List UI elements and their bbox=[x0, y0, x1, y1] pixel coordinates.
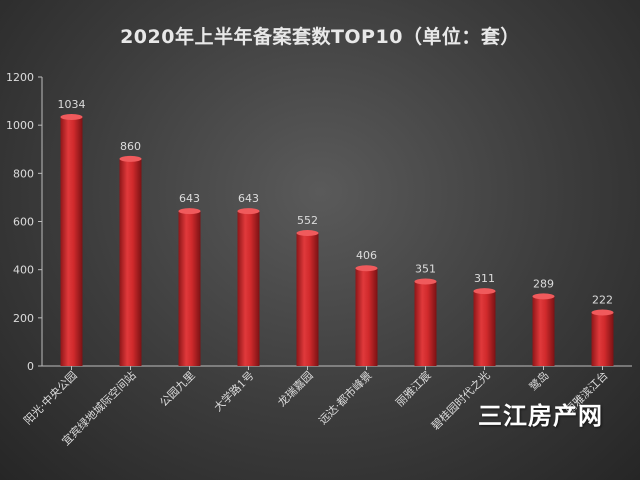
x-tick-label: 阳光·中央公园 bbox=[21, 368, 80, 427]
data-label: 406 bbox=[356, 249, 377, 262]
data-label: 643 bbox=[238, 192, 259, 205]
bar bbox=[60, 116, 83, 366]
data-label: 222 bbox=[592, 294, 613, 307]
data-label: 643 bbox=[179, 192, 200, 205]
bar-top-cap bbox=[296, 230, 319, 237]
bar bbox=[473, 291, 496, 366]
bar bbox=[237, 211, 260, 366]
y-tick-label: 800 bbox=[13, 167, 34, 180]
x-tick-label: 鹭岛 bbox=[526, 368, 551, 393]
data-label: 552 bbox=[297, 214, 318, 227]
y-tick-label: 1000 bbox=[6, 119, 34, 132]
x-tick-label: 远达·都市峰景 bbox=[316, 368, 375, 427]
data-label: 289 bbox=[533, 277, 554, 290]
bar-top-cap bbox=[532, 293, 555, 300]
data-label: 351 bbox=[415, 262, 436, 275]
x-tick-label: 大学路1号 bbox=[211, 368, 257, 414]
y-tick-label: 600 bbox=[13, 216, 34, 229]
bar bbox=[355, 268, 378, 366]
bar-top-cap bbox=[591, 309, 614, 316]
y-tick-label: 400 bbox=[13, 264, 34, 277]
bar-top-cap bbox=[237, 208, 260, 215]
y-tick-label: 0 bbox=[27, 360, 34, 373]
bar-top-cap bbox=[355, 265, 378, 272]
bar-top-cap bbox=[60, 113, 83, 120]
bar bbox=[532, 296, 555, 366]
bar-top-cap bbox=[178, 208, 201, 215]
bar-top-cap bbox=[119, 155, 142, 162]
data-label: 1034 bbox=[58, 98, 86, 111]
y-tick-label: 200 bbox=[13, 312, 34, 325]
x-tick-label: 龙瑞嘉园 bbox=[275, 368, 316, 409]
bar bbox=[178, 211, 201, 366]
chart-title: 2020年上半年备案套数TOP10（单位：套） bbox=[120, 26, 520, 48]
x-tick-label: 公园九里 bbox=[157, 369, 197, 409]
bar bbox=[414, 281, 437, 366]
y-tick-label: 1200 bbox=[6, 71, 34, 84]
data-label: 860 bbox=[120, 140, 141, 153]
data-label: 311 bbox=[474, 272, 495, 285]
bar-top-cap bbox=[473, 288, 496, 295]
bar bbox=[591, 312, 614, 366]
bar bbox=[296, 233, 319, 366]
bar bbox=[119, 158, 142, 366]
bar-top-cap bbox=[414, 278, 437, 285]
watermark-logo: 三江房产网 bbox=[478, 402, 603, 430]
x-tick-label: 丽雅江宸 bbox=[393, 368, 434, 409]
